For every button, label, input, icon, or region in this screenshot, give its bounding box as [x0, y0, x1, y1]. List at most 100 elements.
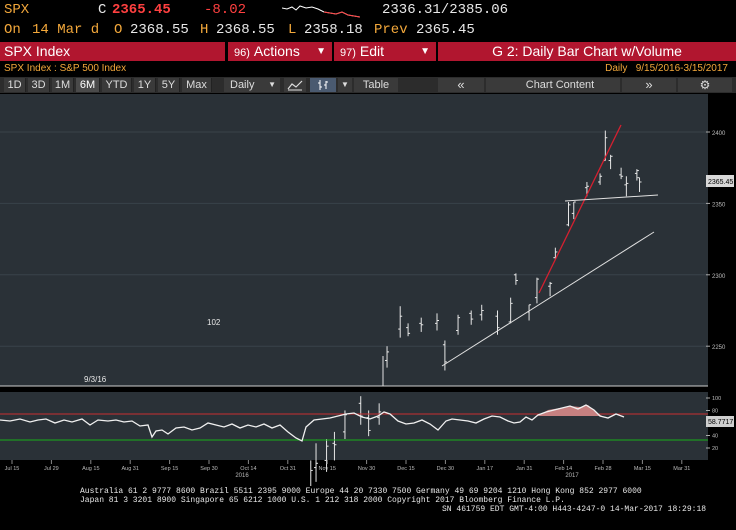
chevron-down-icon[interactable]: ▼ — [338, 78, 352, 92]
period-button-1y[interactable]: 1Y — [134, 78, 156, 92]
price-chart[interactable]: 102 9/3/16 2400 2350 2300 2250 2365.45 100 8… — [0, 94, 736, 525]
rsi-current-label: 58.7717 — [708, 419, 733, 426]
footer-session: SN 461759 EDT GMT-4:00 H443-4247-0 14-Ma… — [442, 505, 707, 514]
prev-value: 2365.45 — [416, 22, 475, 38]
date-prefix: On — [4, 22, 21, 38]
time-tick-label: Oct 14 — [240, 466, 256, 472]
uptrend-trendline — [538, 124, 622, 294]
close-price: 2365.45 — [112, 2, 171, 18]
rsi-tick-label: 100 — [712, 396, 721, 402]
edit-label: Edit — [359, 43, 385, 59]
graph-title: G 2: Daily Bar Chart w/Volume — [438, 42, 736, 61]
frequency-text: Daily — [605, 63, 628, 74]
rsi-panel-bg — [0, 392, 708, 460]
year-label-2017: 2017 — [565, 473, 579, 479]
time-tick-label: Jul 29 — [44, 466, 59, 472]
current-price-label: 2365.45 — [708, 179, 733, 186]
table-button[interactable]: Table — [354, 78, 398, 92]
ohlc-bars — [308, 130, 642, 525]
time-tick-label: Dec 15 — [397, 466, 414, 472]
annotation-date: 9/3/16 — [84, 375, 107, 384]
rsi-line — [0, 404, 625, 442]
line-chart-icon[interactable] — [284, 78, 306, 92]
period-button-max[interactable]: Max — [182, 78, 212, 92]
rsi-tick-label: 80 — [712, 409, 718, 415]
time-tick-label: Sep 15 — [161, 466, 178, 472]
time-tick-label: Aug 15 — [82, 466, 99, 472]
chevron-down-icon: ▼ — [420, 46, 430, 57]
chart-area: 102 9/3/16 2400 2350 2300 2250 2365.45 100 8… — [0, 94, 736, 530]
period-button-1m[interactable]: 1M — [52, 78, 74, 92]
open-value: 2368.55 — [130, 22, 189, 38]
horizontal-trendline — [564, 194, 659, 202]
time-tick-label: Aug 31 — [121, 466, 138, 472]
period-button-1d[interactable]: 1D — [4, 78, 26, 92]
time-tick-label: Jul 15 — [5, 466, 20, 472]
quote-date: 14 Mar d — [32, 22, 100, 38]
axis-bg — [708, 94, 736, 460]
time-tick-label: Mar 31 — [673, 466, 690, 472]
high-label: H — [200, 22, 209, 38]
actions-label: Actions — [253, 43, 300, 59]
quote-line: SPX C 2365.45 -8.02 2336.31/2385.06 — [0, 2, 736, 21]
actions-menu[interactable]: 96) Actions ▼ — [228, 42, 332, 61]
frequency-label: Daily — [230, 79, 255, 91]
chevron-down-icon: ▼ — [268, 80, 276, 89]
period-button-5y[interactable]: 5Y — [158, 78, 180, 92]
prev-label: Prev — [374, 22, 408, 38]
bar-chart-icon[interactable] — [310, 78, 336, 92]
year-label-2016: 2016 — [235, 473, 249, 479]
frequency-select[interactable]: Daily ▼ — [224, 78, 280, 92]
chart-content-button[interactable]: Chart Content — [486, 78, 620, 92]
footer: Australia 61 2 9777 8600 Brazil 5511 239… — [0, 486, 736, 530]
edit-menu[interactable]: 97) Edit ▼ — [334, 42, 436, 61]
ticker[interactable]: SPX — [4, 2, 30, 18]
time-tick-label: Oct 31 — [280, 466, 296, 472]
day-range: 2336.31/2385.06 — [382, 2, 509, 18]
gear-icon[interactable]: ⚙ — [678, 78, 732, 92]
expand-right-icon[interactable]: » — [622, 78, 676, 92]
edit-number: 97) — [340, 47, 356, 59]
footer-contacts-2: Japan 81 3 3201 8900 Singapore 65 6212 1… — [80, 496, 565, 505]
period-button-ytd[interactable]: YTD — [102, 78, 132, 92]
gridlines — [0, 131, 708, 347]
ohlc-line: On 14 Mar d O 2368.55 H 2368.55 L 2358.1… — [0, 22, 736, 41]
current-price-tag — [706, 175, 734, 187]
rsi-tick-label: 40 — [712, 434, 718, 440]
support-trendline — [441, 231, 655, 367]
subheader: SPX Index : S&P 500 Index Daily 9/15/201… — [0, 62, 736, 76]
price-panel-bg — [0, 94, 708, 386]
time-tick-label: Nov 15 — [318, 466, 335, 472]
chevron-down-icon: ▼ — [316, 46, 326, 57]
chart-content-label: Chart Content — [525, 79, 595, 91]
time-tick-label: Jan 31 — [516, 466, 533, 472]
security-description: SPX Index : S&P 500 Index — [4, 63, 127, 74]
price-tick-label: 2350 — [712, 202, 726, 208]
footer-contacts-1: Australia 61 2 9777 8600 Brazil 5511 239… — [80, 487, 642, 496]
period-toolbar: 1D 3D 1M 6M YTD 1Y 5Y Max Daily ▼ ▼ Table « Cha… — [0, 77, 736, 93]
time-axis: Jul 15 Jul 29 Aug 15 Aug 31 Sep 15 Sep 30 Oct … — [5, 460, 690, 472]
date-range: Daily 9/15/2016-3/15/2017 — [605, 63, 728, 74]
close-label: C — [98, 2, 107, 18]
actions-number: 96) — [234, 47, 250, 59]
price-axis: 2400 2350 2300 2250 — [706, 131, 726, 351]
low-label: L — [288, 22, 297, 38]
time-tick-label: Sep 30 — [200, 466, 217, 472]
time-tick-label: Feb 28 — [594, 466, 611, 472]
sparkline-icon — [282, 5, 360, 18]
command-bar: SPX Index 96) Actions ▼ 97) Edit ▼ G 2: Da… — [0, 42, 736, 61]
low-value: 2358.18 — [304, 22, 363, 38]
rsi-current-tag — [706, 416, 734, 427]
annotation-102: 102 — [207, 318, 221, 327]
time-tick-label: Dec 30 — [437, 466, 454, 472]
security-box[interactable]: SPX Index — [0, 42, 225, 61]
price-tick-label: 2300 — [712, 274, 726, 280]
period-button-6m[interactable]: 6M — [76, 78, 100, 92]
high-value: 2368.55 — [216, 22, 275, 38]
collapse-left-icon[interactable]: « — [438, 78, 484, 92]
open-label: O — [114, 22, 123, 38]
period-button-3d[interactable]: 3D — [28, 78, 50, 92]
time-tick-label: Feb 14 — [555, 466, 572, 472]
time-tick-label: Mar 15 — [634, 466, 651, 472]
price-tick-label: 2250 — [712, 345, 726, 351]
